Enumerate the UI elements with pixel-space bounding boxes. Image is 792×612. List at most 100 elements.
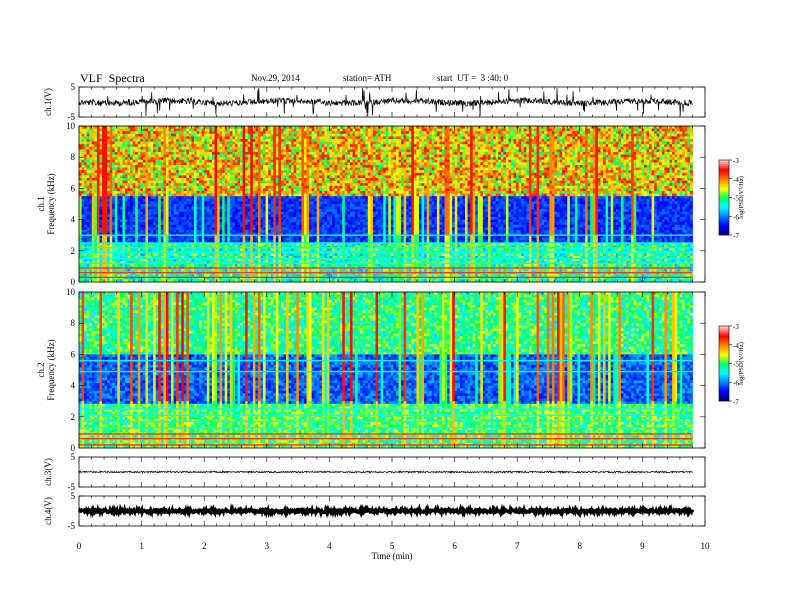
spectrogram-cell (490, 172, 494, 176)
spectrogram-cell (79, 131, 82, 135)
spectrogram-cell (127, 152, 131, 155)
spectrogram-cell (459, 128, 463, 132)
spectrogram-cell (620, 159, 624, 163)
spectrogram-cell (388, 133, 392, 137)
spectrogram-cell (378, 167, 382, 171)
spectrogram-cell (562, 133, 566, 137)
spectrogram-cell (286, 154, 290, 158)
spectrogram-cell (401, 175, 405, 179)
spectrogram-cell (217, 162, 220, 166)
spectrogram-cell (508, 128, 512, 132)
spectrogram-cell (528, 165, 532, 168)
spectrogram-cell (186, 133, 190, 137)
spectrogram-cell (296, 154, 300, 158)
spectrogram-cell (250, 126, 254, 129)
spectrogram-cell (654, 170, 658, 174)
spectrogram-cell (355, 167, 359, 171)
spectrogram-cell (250, 165, 254, 168)
spectrogram-cell (229, 141, 233, 145)
spectrogram-cell (447, 152, 451, 155)
spectrogram-cell (214, 178, 218, 181)
spectrogram-cell (505, 136, 509, 140)
spectrogram-cell (393, 126, 397, 129)
spectrogram-cell (498, 136, 502, 140)
spectrogram-cell (539, 152, 543, 155)
spectrogram-cell (204, 175, 208, 179)
spectrogram-cell (199, 144, 203, 148)
spectrogram-cell (595, 149, 599, 153)
spectrogram-cell (605, 139, 609, 142)
spectrogram-cell (168, 178, 172, 181)
spectrogram-cell (352, 139, 356, 142)
spectrogram-cell (367, 159, 371, 163)
spectrogram-cell (342, 170, 346, 174)
spectrogram-cell (592, 165, 596, 168)
spectrogram-cell (237, 175, 241, 179)
spectrogram-cell (349, 159, 353, 163)
spectrogram-cell (544, 154, 548, 158)
spectrogram-cell (227, 149, 231, 153)
spectrogram-cell (334, 128, 338, 132)
spectrogram-cell (459, 149, 463, 153)
spectrogram-cell (656, 146, 660, 150)
spectrogram-cell (518, 136, 522, 140)
spectrogram-cell (641, 157, 645, 161)
spectrogram-cell (165, 175, 169, 179)
spectrogram-cell (194, 141, 197, 145)
spectrogram-cell (608, 149, 612, 153)
spectrogram-cell (160, 152, 164, 155)
spectrogram-cell (467, 144, 471, 148)
spectrogram-cell (352, 126, 356, 129)
spectrogram-cell (439, 167, 443, 171)
spectrogram-cell (431, 152, 435, 155)
spectrogram-cell (421, 126, 425, 129)
spectrogram-cell (117, 178, 121, 181)
spectrogram-cell (150, 157, 154, 161)
spectrogram-cell (544, 144, 548, 148)
spectrogram-cell (140, 157, 144, 161)
spectrogram-cell (487, 154, 491, 158)
spectrogram-cell (508, 165, 512, 168)
spectrogram-cell (135, 167, 139, 171)
spectrogram-cell (319, 131, 323, 135)
spectrogram-cell (237, 131, 241, 135)
spectrogram-cell (572, 162, 576, 166)
spectrogram-cell (344, 170, 348, 174)
spectrogram-cell (112, 144, 116, 148)
spectrogram-cell (94, 170, 98, 174)
spectrogram-cell (528, 167, 532, 171)
spectrogram-cell (523, 159, 527, 163)
spectrogram-cell (349, 170, 353, 174)
spectrogram-cell (472, 159, 476, 163)
spectrogram-cell (413, 152, 417, 155)
spectrogram-cell (449, 172, 453, 176)
spectrogram-cell (447, 167, 451, 171)
spectrogram-cell (163, 146, 167, 150)
spectrogram-cell (324, 172, 328, 176)
spectrogram-cell (654, 149, 658, 153)
spectrogram-cell (577, 157, 581, 161)
spectrogram-cell (615, 165, 619, 168)
spectrogram-cell (130, 172, 134, 176)
spectrogram-cell (168, 157, 172, 161)
spectrogram-cell (487, 152, 491, 155)
spectrogram-cell (669, 126, 673, 129)
spectrogram-cell (595, 146, 599, 150)
spectrogram-cell (252, 167, 256, 171)
spectrogram-cell (590, 131, 594, 135)
spectrogram-cell (137, 141, 141, 145)
spectrogram-cell (666, 141, 670, 145)
spectrogram-cell (137, 178, 141, 181)
spectrogram-cell (145, 172, 149, 176)
spectrogram-cell (237, 126, 241, 129)
spectrogram-cell (96, 133, 100, 137)
spectrogram-cell (316, 175, 320, 179)
spectrogram-cell (160, 131, 164, 135)
spectrogram-cell (457, 139, 461, 142)
spectrogram-cell (485, 152, 489, 155)
spectrogram-cell (178, 139, 182, 142)
spectrogram-cell (222, 136, 226, 140)
spectrogram-cell (194, 154, 197, 158)
spectrogram-cell (370, 146, 374, 150)
spectrogram-cell (605, 162, 609, 166)
